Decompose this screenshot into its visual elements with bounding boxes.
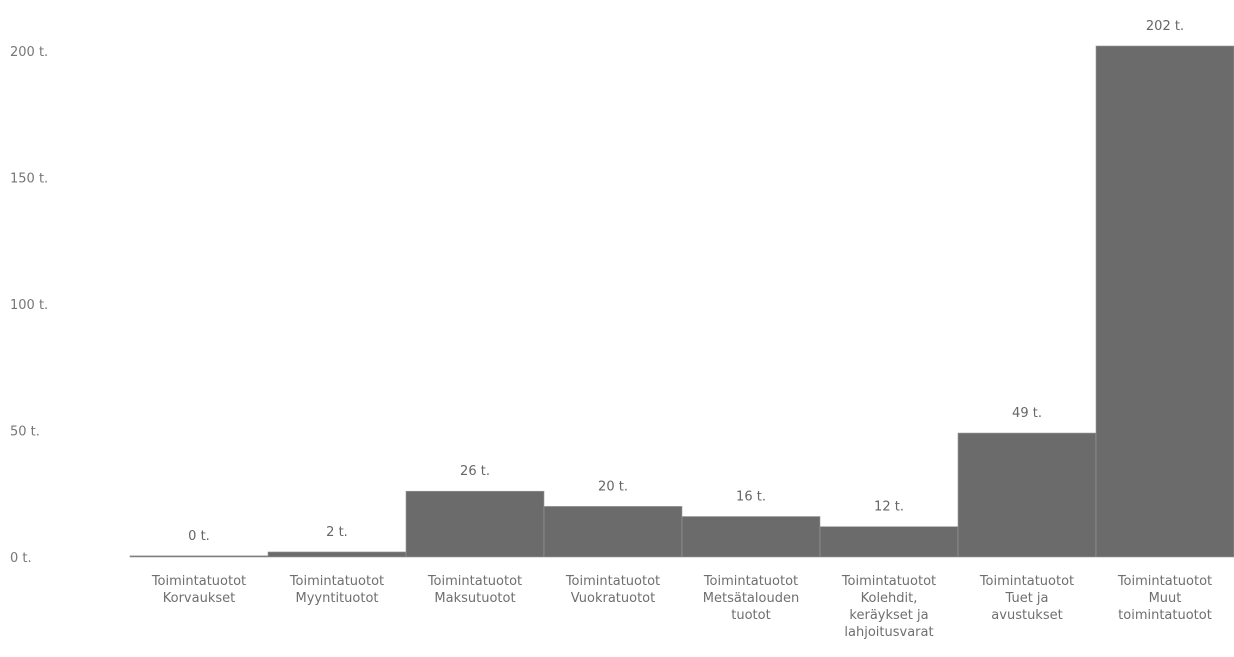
- data-label: 0 t.: [188, 529, 210, 544]
- y-tick-label: 50 t.: [10, 425, 40, 440]
- x-tick-label: Toimintatuotot Maksutuotot: [427, 574, 522, 606]
- data-label: 2 t.: [326, 525, 348, 540]
- bar: [681, 516, 821, 558]
- x-tick-label-line: Metsätalouden: [703, 591, 799, 606]
- bar: [819, 526, 959, 558]
- x-tick-label: Toimintatuotot Vuokratuotot: [565, 574, 660, 606]
- x-tick-label: Toimintatuotot Muut toimintatuotot: [1117, 574, 1212, 623]
- data-label: 12 t.: [874, 500, 904, 515]
- x-tick-label-line: Toimintatuotot: [427, 574, 522, 589]
- data-label: 20 t.: [598, 479, 628, 494]
- y-tick-label: 150 t.: [10, 172, 48, 187]
- x-tick-label: Toimintatuotot Tuet ja avustukset: [979, 574, 1074, 623]
- x-tick-label-line: Kolehdit,: [861, 591, 918, 606]
- y-axis-ticks: 0 t. 50 t. 100 t. 150 t. 200 t.: [10, 45, 48, 566]
- x-tick-label-line: Muut: [1149, 591, 1182, 606]
- x-tick-label-line: tuotot: [731, 608, 770, 623]
- data-label: 49 t.: [1012, 406, 1042, 421]
- x-tick-label-line: lahjoitusvarat: [844, 625, 933, 640]
- x-tick-label-line: toimintatuotot: [1118, 608, 1212, 623]
- x-tick-label-line: Myyntituotot: [296, 591, 379, 606]
- data-label: 26 t.: [460, 464, 490, 479]
- x-axis-labels: Toimintatuotot Korvaukset Toimintatuotot My…: [151, 574, 1212, 640]
- x-tick-label-line: Toimintatuotot: [979, 574, 1074, 589]
- x-tick-label: Toimintatuotot Myyntituotot: [289, 574, 384, 606]
- x-tick-label-line: Toimintatuotot: [151, 574, 246, 589]
- x-tick-label: Toimintatuotot Korvaukset: [151, 574, 246, 606]
- x-tick-label-line: avustukset: [991, 608, 1062, 623]
- bar: [543, 506, 683, 558]
- x-tick-label: Toimintatuotot Metsätalouden tuotot: [703, 574, 799, 623]
- x-tick-label-line: Toimintatuotot: [841, 574, 936, 589]
- x-tick-label-line: Vuokratuotot: [571, 591, 655, 606]
- bar: [405, 490, 545, 558]
- bar: [957, 432, 1097, 558]
- x-tick-label-line: Maksutuotot: [434, 591, 515, 606]
- data-label: 202 t.: [1146, 19, 1184, 34]
- bar: [129, 555, 269, 558]
- y-tick-label: 200 t.: [10, 45, 48, 60]
- x-tick-label-line: Toimintatuotot: [703, 574, 798, 589]
- x-tick-label-line: Tuet ja: [1004, 591, 1048, 606]
- bar: [1095, 45, 1234, 558]
- y-tick-label: 0 t.: [10, 551, 32, 566]
- y-tick-label: 100 t.: [10, 298, 48, 313]
- x-tick-label-line: Toimintatuotot: [1117, 574, 1212, 589]
- data-label: 16 t.: [736, 490, 766, 505]
- x-tick-label-line: Toimintatuotot: [289, 574, 384, 589]
- x-tick-label-line: keräykset ja: [849, 608, 928, 623]
- data-labels: 0 t. 2 t. 26 t. 20 t. 16 t. 12 t. 49 t. 202 t.: [188, 19, 1184, 544]
- x-tick-label-line: Toimintatuotot: [565, 574, 660, 589]
- bar: [267, 551, 407, 558]
- x-tick-label: Toimintatuotot Kolehdit, keräykset ja lahjo…: [841, 574, 936, 640]
- bars: [129, 45, 1234, 558]
- x-tick-label-line: Korvaukset: [163, 591, 235, 606]
